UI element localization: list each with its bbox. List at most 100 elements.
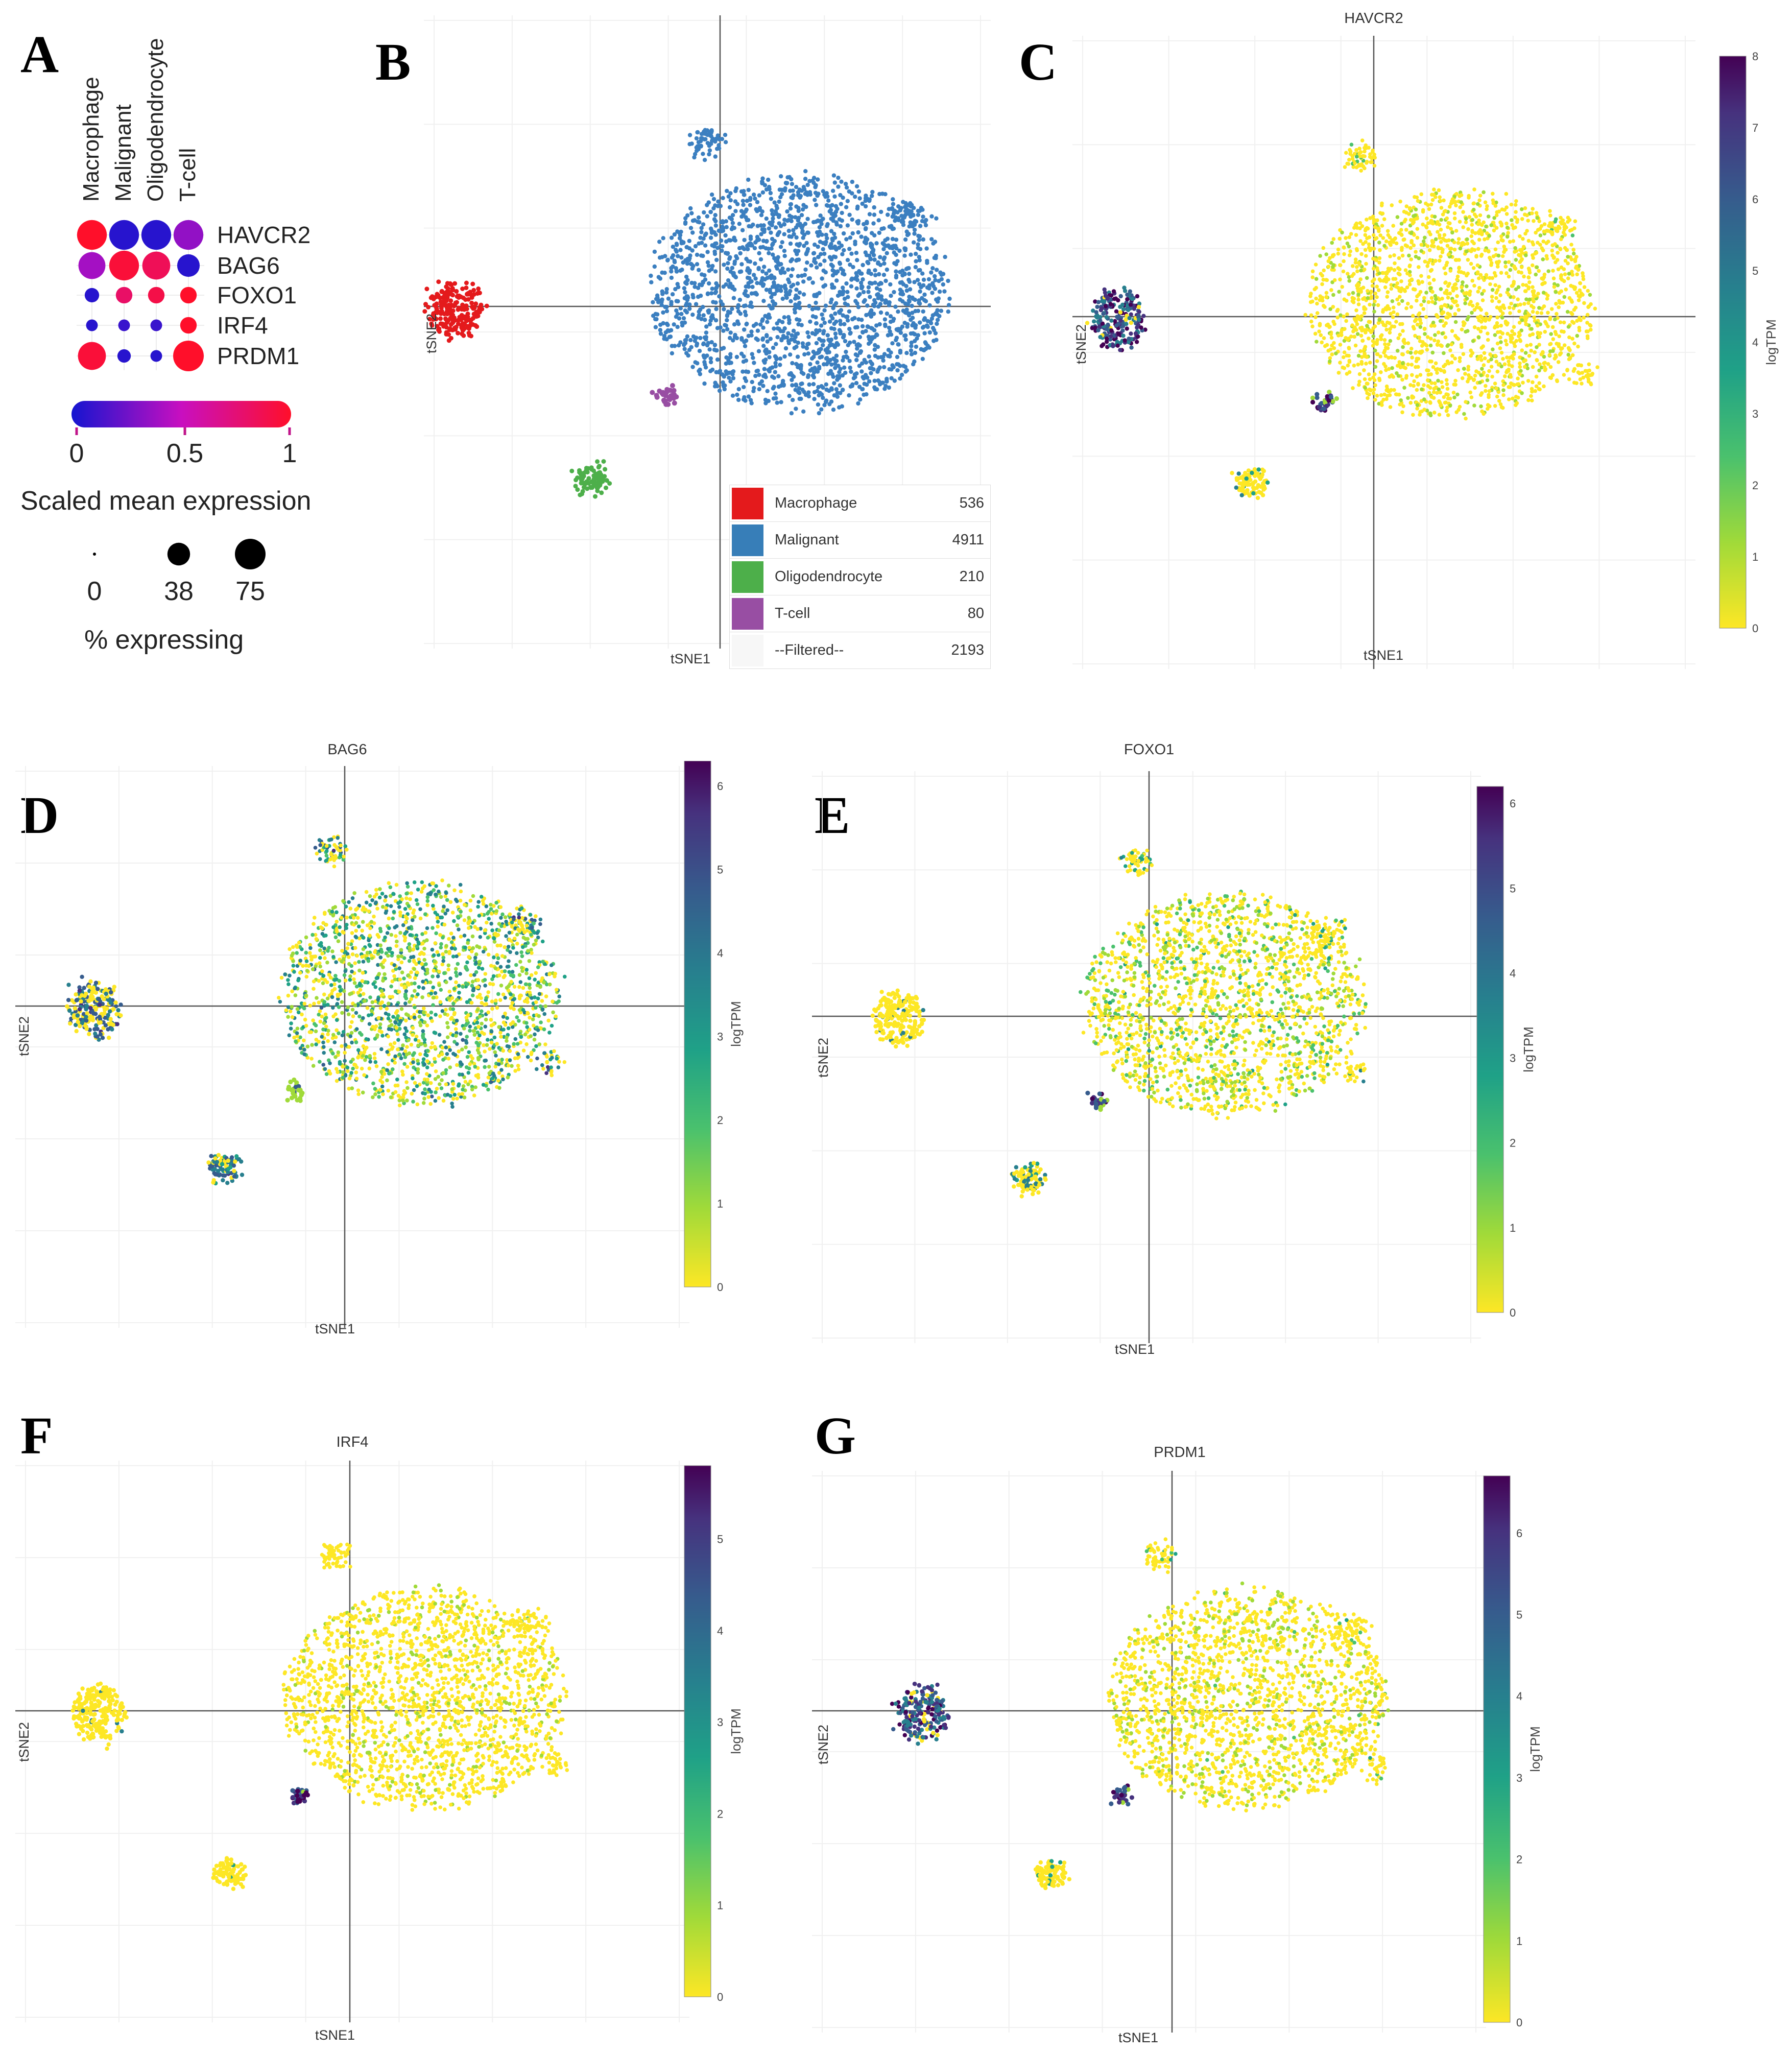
scatter-point: [661, 236, 665, 241]
scatter-point: [859, 283, 864, 289]
scatter-point: [789, 299, 793, 303]
scatter-point: [1455, 294, 1459, 298]
scatter-point: [878, 288, 882, 292]
scatter-point: [702, 381, 707, 386]
scatter-point: [1458, 356, 1462, 360]
scatter-point: [661, 310, 665, 315]
colorbar-tick-label: 8: [1752, 50, 1758, 63]
scatter-point: [1487, 318, 1491, 322]
scatter-point: [1454, 286, 1459, 291]
scatter-point: [1356, 283, 1361, 288]
scatter-point: [1535, 345, 1539, 349]
scatter-point: [878, 255, 882, 259]
scatter-point: [1543, 329, 1547, 334]
scatter-point: [1549, 307, 1554, 311]
scatter-point: [1321, 407, 1326, 412]
legend-row[interactable]: T-cell 80: [730, 595, 990, 632]
scatter-point: [1559, 216, 1563, 220]
scatter-point: [1464, 329, 1468, 334]
scatter-point: [1455, 274, 1460, 279]
scatter-point: [1118, 310, 1123, 315]
scatter-point: [776, 231, 780, 236]
scatter-point: [1116, 331, 1121, 337]
scatter-point: [1578, 281, 1582, 285]
legend-row[interactable]: Macrophage 536: [730, 485, 990, 522]
scatter-point: [1435, 391, 1439, 395]
scatter-point: [1556, 251, 1560, 255]
legend-row[interactable]: Malignant 4911: [730, 522, 990, 559]
scatter-point: [1453, 312, 1458, 316]
scatter-point: [833, 331, 838, 336]
scatter-point: [453, 327, 458, 332]
scatter-point: [1480, 292, 1484, 296]
scatter-point: [1385, 229, 1390, 233]
scatter-point: [889, 332, 894, 337]
scatter-point: [1550, 373, 1555, 377]
scatter-point: [806, 335, 811, 339]
scatter-point: [917, 282, 922, 286]
scatter-point: [854, 184, 859, 188]
scatter-point: [1536, 292, 1540, 296]
scatter-point: [1514, 258, 1518, 262]
scatter-point: [759, 213, 764, 218]
scatter-point: [1533, 389, 1537, 393]
scatter-point: [1377, 256, 1382, 260]
scatter-point: [1347, 253, 1352, 257]
scatter-point: [1428, 232, 1432, 236]
scatter-point: [1427, 207, 1431, 211]
scatter-point: [1472, 325, 1477, 329]
scatter-point: [870, 250, 874, 255]
scatter-point: [1451, 391, 1456, 395]
scatter-point: [1122, 285, 1127, 290]
scatter-point: [824, 232, 828, 237]
scatter-point: [776, 288, 780, 293]
dotplot-row-label: BAG6: [217, 252, 280, 279]
scatter-point: [1587, 368, 1592, 373]
scatter-point: [742, 291, 747, 296]
scatter-point: [741, 212, 746, 217]
scatter-point: [1133, 331, 1138, 336]
scatter-point: [1530, 390, 1534, 394]
scatter-point: [1570, 300, 1574, 304]
scatter-point: [869, 308, 874, 313]
scatter-point: [1476, 202, 1480, 206]
dotplot-column-label: T-cell: [175, 148, 200, 202]
scatter-point: [1448, 205, 1452, 209]
scatter-point: [1467, 373, 1471, 377]
scatter-point: [701, 313, 706, 318]
scatter-point: [1444, 378, 1449, 382]
scatter-point: [438, 316, 443, 321]
scatter-point: [1409, 305, 1414, 309]
scatter-point: [1513, 246, 1517, 250]
scatter-point: [676, 254, 680, 258]
scatter-point: [786, 267, 791, 272]
scatter-point: [435, 324, 440, 329]
scatter-point: [440, 289, 445, 294]
scatter-point: [1384, 271, 1389, 276]
scatter-point: [1417, 256, 1421, 260]
scatter-point: [740, 199, 746, 203]
scatter-point: [1118, 318, 1123, 323]
scatter-point: [817, 366, 822, 371]
scatter-point: [705, 260, 710, 265]
scatter-point: [1545, 297, 1549, 301]
legend-row[interactable]: --Filtered-- 2193: [730, 632, 990, 668]
scatter-point: [1127, 337, 1131, 341]
scatter-point: [1366, 296, 1370, 300]
scatter-point: [1493, 247, 1498, 252]
scatter-point: [1128, 289, 1132, 294]
scatter-point: [1585, 321, 1589, 325]
scatter-point: [1499, 364, 1503, 369]
scatter-point: [800, 207, 805, 212]
scatter-point: [1260, 493, 1265, 497]
legend-row[interactable]: Oligodendrocyte 210: [730, 559, 990, 595]
scatter-point: [942, 289, 947, 294]
scatter-point: [1469, 395, 1474, 399]
scatter-point: [831, 188, 835, 193]
scatter-point: [717, 388, 722, 393]
scatter-point: [1404, 306, 1408, 311]
scatter-point: [925, 285, 930, 290]
scatter-point: [755, 281, 759, 285]
scatter-point: [467, 318, 472, 323]
scatter-point: [702, 210, 706, 215]
